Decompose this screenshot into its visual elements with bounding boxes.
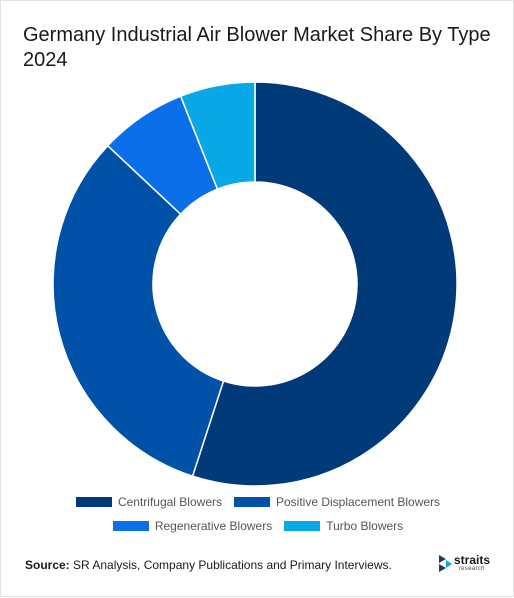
legend-label: Centrifugal Blowers bbox=[117, 495, 222, 509]
legend-item-turbo-blowers: Turbo Blowers bbox=[284, 519, 403, 533]
legend: Centrifugal Blowers Positive Displacement… bbox=[1, 493, 514, 541]
donut-slice-positive-displacement-blowers bbox=[52, 144, 225, 478]
legend-row: Centrifugal Blowers Positive Displacement… bbox=[1, 493, 514, 511]
legend-swatch bbox=[284, 521, 321, 531]
donut-slice-centrifugal-blowers bbox=[191, 81, 458, 487]
logo-mark-icon bbox=[439, 555, 452, 572]
legend-item-centrifugal-blowers: Centrifugal Blowers bbox=[75, 495, 222, 509]
legend-label: Regenerative Blowers bbox=[154, 519, 273, 533]
logo-sub: research bbox=[459, 566, 485, 572]
straits-research-logo: straits research bbox=[437, 553, 497, 575]
legend-label: Positive Displacement Blowers bbox=[275, 495, 441, 509]
chart-title: Germany Industrial Air Blower Market Sha… bbox=[23, 24, 491, 71]
source-label: Source: bbox=[25, 558, 70, 572]
legend-swatch bbox=[112, 521, 149, 531]
legend-swatch bbox=[233, 497, 270, 507]
logo-brand: straits bbox=[454, 553, 491, 567]
legend-label: Turbo Blowers bbox=[326, 519, 404, 533]
source-text: SR Analysis, Company Publications and Pr… bbox=[69, 558, 392, 572]
legend-item-positive-displacement-blowers: Positive Displacement Blowers bbox=[233, 495, 441, 509]
source-note: Source: SR Analysis, Company Publication… bbox=[25, 558, 392, 572]
legend-item-regenerative-blowers: Regenerative Blowers bbox=[112, 519, 273, 533]
donut-slice-turbo-blowers bbox=[179, 81, 256, 191]
legend-row: Regenerative Blowers Turbo Blowers bbox=[1, 517, 514, 535]
legend-swatch bbox=[75, 497, 112, 507]
